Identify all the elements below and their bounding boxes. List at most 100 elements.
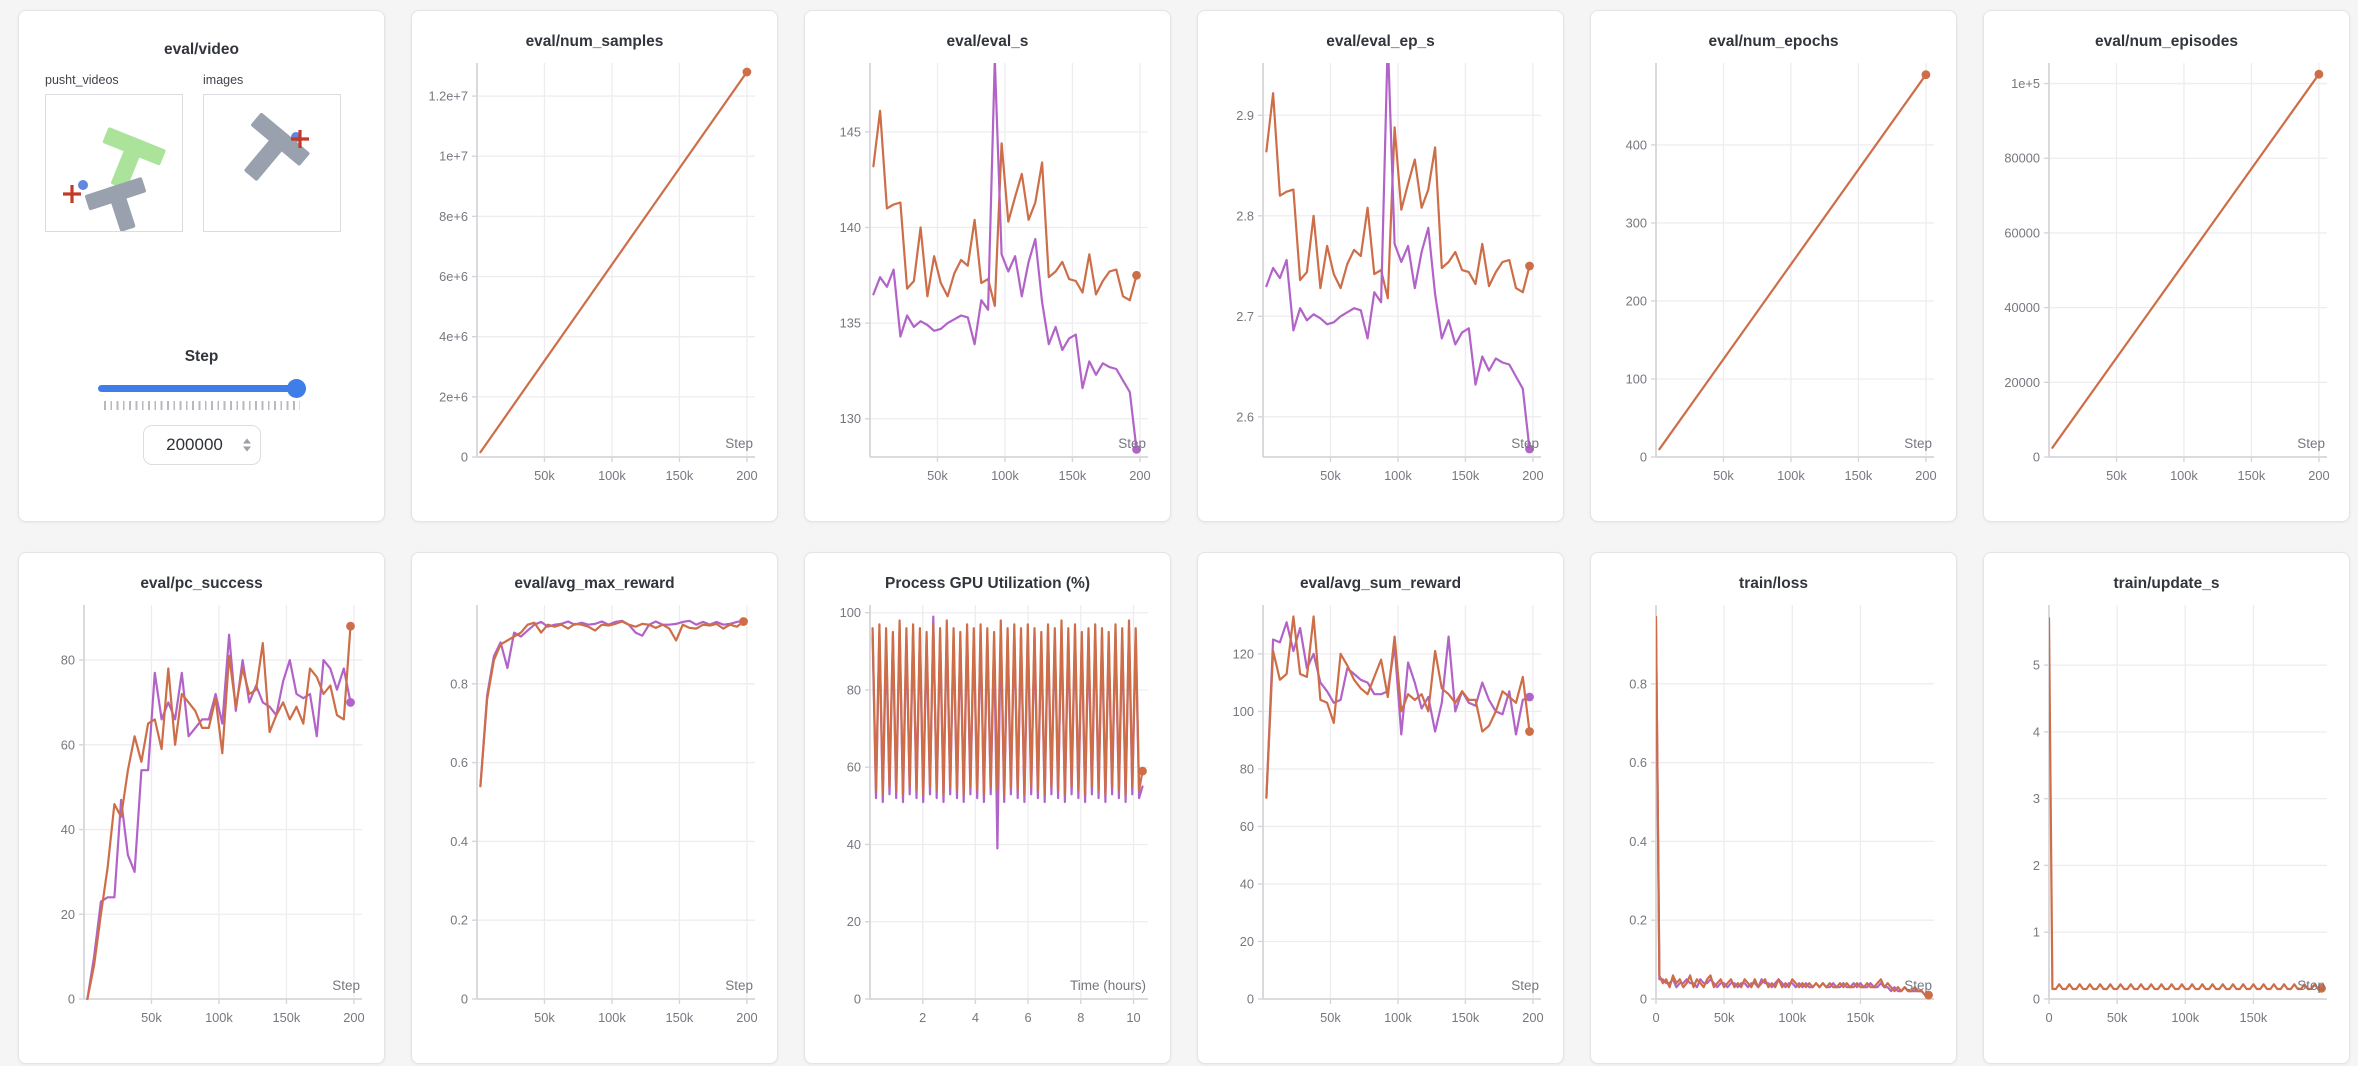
y-tick-label: 2e+6 (439, 389, 468, 404)
y-tick-label: 0.2 (1629, 913, 1647, 928)
panel-eval-video: eval/video pusht_videos (18, 10, 385, 522)
x-tick-label: 200 (736, 1010, 757, 1025)
x-tick-label: 100k (1384, 468, 1412, 483)
line-run-orange (86, 625, 352, 1001)
chart-title: eval/num_samples (525, 33, 664, 50)
chart-canvas[interactable]: 2.6 2.7 2.8 2.9 50k 100k 150k 200 Step (1207, 53, 1554, 499)
y-tick-label: 2.9 (1236, 108, 1254, 123)
x-tick-label: 100k (1384, 1010, 1412, 1025)
line-run-orange (2049, 617, 2323, 991)
chart-canvas[interactable]: 130 135 140 145 50k 100k 150k 200 Step (814, 53, 1161, 499)
x-axis-label: Step (2297, 978, 2325, 993)
step-input[interactable] (142, 425, 261, 465)
end-dot-run-orange (2314, 69, 2324, 79)
y-tick-label: 0 (461, 450, 468, 465)
panel-eval-pc-success: eval/pc_success 0 20 40 60 80 50k 100k 150k 200 St… (18, 552, 385, 1064)
x-tick-label: 100k (1778, 1010, 1806, 1025)
y-tick-label: 0.8 (1629, 676, 1647, 691)
y-tick-label: 130 (840, 411, 861, 426)
x-tick-label: 100k (1777, 468, 1805, 483)
panel-eval-avg-sum-reward: eval/avg_sum_reward 0 20 40 60 80 100 120 50k 100… (1197, 552, 1564, 1064)
chart-title: eval/avg_sum_reward (1299, 575, 1462, 592)
y-tick-label: 20 (61, 907, 75, 922)
panel-train-update-s: train/update_s 0 1 2 3 4 5 0 50k 100k 150k Step (1983, 552, 2350, 1064)
chart-title: eval/eval_ep_s (1326, 33, 1435, 50)
line-run-orange (871, 619, 1144, 796)
y-tick-label: 1 (2033, 925, 2040, 940)
panel-eval-avg-max-reward: eval/avg_max_reward 0 0.2 0.4 0.6 0.8 50k 100k 1… (411, 552, 778, 1064)
chart-canvas[interactable]: 0 20 40 60 80 100 120 50k 100k 150k 200 Step (1207, 595, 1554, 1041)
x-tick-label: 200 (2308, 468, 2329, 483)
y-tick-label: 300 (1626, 215, 1647, 230)
x-axis-label: Step (1511, 436, 1539, 451)
line-run-orange (1658, 73, 1927, 451)
end-dot-run-purple (346, 698, 355, 707)
panel-title: eval/video (164, 41, 239, 58)
chart-canvas[interactable]: 0 1 2 3 4 5 0 50k 100k 150k Step (1993, 595, 2340, 1041)
y-tick-label: 60 (61, 737, 75, 752)
x-tick-label: 100k (598, 1010, 626, 1025)
end-dot-run-orange (1525, 727, 1534, 736)
images-thumbnail[interactable] (203, 94, 341, 232)
y-tick-label: 60 (847, 760, 861, 775)
y-tick-label: 135 (840, 316, 861, 331)
y-tick-label: 0 (854, 992, 861, 1007)
panel-eval-eval-ep-s: eval/eval_ep_s 2.6 2.7 2.8 2.9 50k 100k 150k 200… (1197, 10, 1564, 522)
x-tick-label: 0 (1652, 1010, 1659, 1025)
chart-canvas[interactable]: 0 2e+6 4e+6 6e+6 8e+6 1e+7 1.2e+7 50k 100k 150k 20… (421, 53, 768, 499)
step-slider[interactable] (97, 378, 307, 398)
stepper-up-icon[interactable] (242, 438, 251, 444)
x-tick-label: 100k (598, 468, 626, 483)
y-tick-label: 0.2 (450, 913, 468, 928)
stepper-arrows[interactable] (242, 438, 251, 452)
media-caption: pusht_videos (45, 73, 119, 87)
x-tick-label: 200 (1129, 468, 1150, 483)
y-tick-label: 40 (61, 822, 75, 837)
x-tick-label: 50k (1713, 468, 1734, 483)
y-tick-label: 20000 (2004, 375, 2040, 390)
chart-canvas[interactable]: 0 20 40 60 80 100 2 4 6 8 10 Time (hours) (814, 595, 1161, 1041)
chart-canvas[interactable]: 0 0.2 0.4 0.6 0.8 0 50k 100k 150k Step (1600, 595, 1947, 1041)
y-tick-label: 20 (847, 914, 861, 929)
y-tick-label: 4 (2033, 724, 2040, 739)
chart-title: train/loss (1739, 575, 1808, 592)
chart-title: eval/avg_max_reward (514, 575, 675, 592)
end-dot-run-orange (2317, 983, 2326, 993)
media-caption: images (203, 73, 244, 87)
step-slider-track[interactable] (97, 385, 306, 392)
y-tick-label: 2 (2033, 858, 2040, 873)
end-dot-run-orange (739, 617, 748, 626)
x-tick-label: 8 (1077, 1010, 1084, 1025)
x-tick-label: 50k (1320, 1010, 1341, 1025)
y-tick-label: 1e+5 (2011, 76, 2040, 91)
x-tick-label: 100k (2171, 1010, 2199, 1025)
x-axis-label: Step (1511, 978, 1539, 993)
chart-title: train/update_s (2113, 575, 2220, 592)
x-axis-label: Step (1904, 436, 1932, 451)
end-dot-run-orange (1921, 70, 1931, 80)
x-tick-label: 200 (343, 1010, 364, 1025)
x-tick-label: 150k (1845, 468, 1873, 483)
chart-canvas[interactable]: 0 100 200 300 400 50k 100k 150k 200 Step (1600, 53, 1947, 499)
y-tick-label: 5 (2033, 658, 2040, 673)
y-tick-label: 40000 (2004, 300, 2040, 315)
chart-canvas[interactable]: 0 0.2 0.4 0.6 0.8 50k 100k 150k 200 Step (421, 595, 768, 1041)
line-run-orange (479, 620, 745, 788)
x-axis-label: Step (1118, 436, 1146, 451)
y-tick-label: 100 (840, 605, 861, 620)
step-slider-handle[interactable] (287, 379, 307, 398)
x-tick-label: 200 (1915, 468, 1936, 483)
x-tick-label: 100k (205, 1010, 233, 1025)
chart-canvas[interactable]: 0 20 40 60 80 50k 100k 150k 200 Step (28, 595, 375, 1041)
pusht-video-thumbnail[interactable] (45, 94, 183, 232)
x-tick-label: 150k (1847, 1010, 1875, 1025)
y-tick-label: 0 (1640, 992, 1647, 1007)
chart-canvas[interactable]: 0 20000 40000 60000 80000 1e+5 50k 100k 150k 200 S… (1993, 53, 2340, 499)
line-run-purple (1265, 63, 1531, 451)
y-tick-label: 145 (840, 124, 861, 139)
panel-train-loss: train/loss 0 0.2 0.4 0.6 0.8 0 50k 100k 150k Step (1590, 552, 1957, 1064)
line-run-purple (1265, 621, 1531, 799)
stepper-down-icon[interactable] (242, 446, 251, 452)
y-tick-label: 0 (68, 992, 75, 1007)
